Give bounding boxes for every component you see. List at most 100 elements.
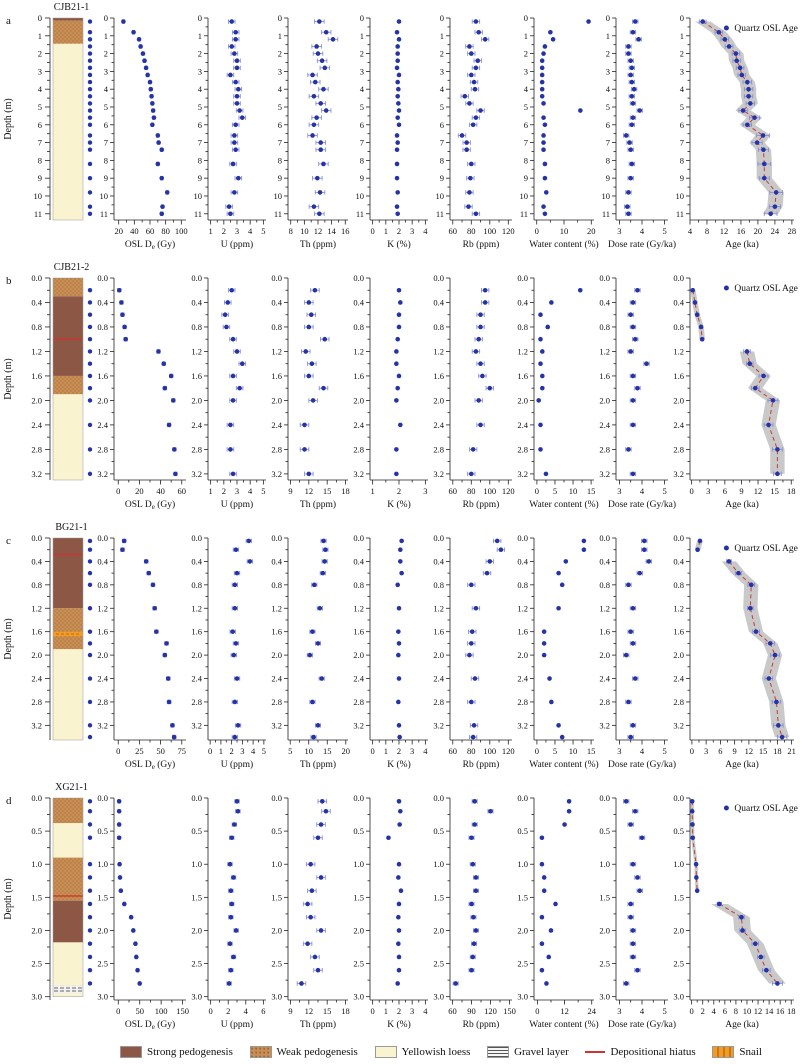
data-point xyxy=(636,37,641,42)
svg-text:11: 11 xyxy=(436,209,444,219)
legend-label: Yellowish loess xyxy=(401,1046,471,1058)
data-point xyxy=(161,361,167,366)
data-point xyxy=(581,547,587,553)
data-point xyxy=(228,447,233,452)
data-point xyxy=(310,398,316,403)
strat-layer-weak xyxy=(53,798,83,824)
svg-text:7: 7 xyxy=(680,138,684,148)
strat-layer-loess xyxy=(53,823,83,858)
sample-dot xyxy=(87,822,93,827)
svg-text:1.2: 1.2 xyxy=(97,603,108,613)
svg-text:9: 9 xyxy=(739,486,743,496)
data-point xyxy=(237,108,242,113)
age-envelope xyxy=(721,561,790,738)
svg-text:2.4: 2.4 xyxy=(97,420,108,430)
axis-label: Water content (%) xyxy=(529,759,598,770)
sample-dot xyxy=(87,723,93,728)
svg-text:1.2: 1.2 xyxy=(673,346,684,356)
data-point xyxy=(646,559,652,564)
svg-text:0: 0 xyxy=(209,1006,213,1016)
data-point xyxy=(317,211,322,217)
sample-depth-dots xyxy=(87,799,93,986)
svg-text:11: 11 xyxy=(194,209,202,219)
svg-text:60: 60 xyxy=(448,1006,457,1016)
data-point xyxy=(632,808,638,814)
data-point xyxy=(623,981,629,986)
svg-text:9: 9 xyxy=(360,173,364,183)
svg-text:0.0: 0.0 xyxy=(517,533,528,543)
svg-text:8: 8 xyxy=(606,155,610,165)
svg-text:1.0: 1.0 xyxy=(433,859,444,869)
svg-text:18: 18 xyxy=(773,746,782,756)
svg-text:4: 4 xyxy=(248,226,253,236)
data-point xyxy=(541,147,546,153)
data-point xyxy=(628,147,633,153)
data-point xyxy=(471,723,477,728)
svg-text:3.2: 3.2 xyxy=(97,720,108,730)
axis-label: Age (ka) xyxy=(725,1019,759,1030)
data-point xyxy=(468,699,474,705)
data-point xyxy=(232,822,237,827)
data-point xyxy=(635,967,640,973)
data-point xyxy=(228,914,234,920)
svg-text:0.0: 0.0 xyxy=(353,793,364,803)
svg-text:3: 3 xyxy=(617,226,621,236)
sample-depth-dots xyxy=(87,538,93,740)
data-point xyxy=(310,629,315,634)
svg-text:0: 0 xyxy=(371,1006,375,1016)
data-point xyxy=(396,287,402,293)
svg-text:6: 6 xyxy=(680,120,684,130)
svg-text:2.5: 2.5 xyxy=(433,959,444,969)
data-point xyxy=(311,204,317,209)
data-point xyxy=(699,336,705,342)
sample-dot xyxy=(87,538,93,544)
svg-text:2.0: 2.0 xyxy=(191,650,202,660)
svg-text:4: 4 xyxy=(38,84,43,94)
svg-text:0.8: 0.8 xyxy=(599,580,610,590)
data-point xyxy=(394,65,400,71)
data-point xyxy=(689,808,695,814)
data-point xyxy=(396,901,402,907)
svg-text:0.0: 0.0 xyxy=(97,793,108,803)
svg-text:2.5: 2.5 xyxy=(97,959,108,969)
data-point xyxy=(399,570,404,576)
data-point xyxy=(473,349,479,354)
svg-text:0: 0 xyxy=(535,1006,539,1016)
data-point xyxy=(690,822,695,827)
sample-dot xyxy=(87,94,93,99)
axis-label: U (ppm) xyxy=(221,499,253,510)
data-point xyxy=(549,699,554,705)
panel-letter: b xyxy=(6,275,12,287)
svg-text:2.8: 2.8 xyxy=(673,697,684,707)
sample-dot xyxy=(87,86,93,92)
data-point xyxy=(395,115,400,120)
svg-text:0.0: 0.0 xyxy=(673,793,684,803)
sample-dot xyxy=(87,676,93,681)
data-point xyxy=(228,211,233,217)
svg-text:1.5: 1.5 xyxy=(191,892,202,902)
data-point xyxy=(628,349,633,354)
data-point xyxy=(628,822,633,827)
axis-label: OSL De (Gy) xyxy=(125,1019,175,1031)
svg-text:12: 12 xyxy=(754,1006,763,1016)
svg-text:120: 120 xyxy=(484,1006,497,1016)
svg-text:3: 3 xyxy=(617,1006,621,1016)
data-point xyxy=(397,822,402,827)
svg-text:9: 9 xyxy=(733,746,737,756)
data-point xyxy=(396,799,402,804)
quartz-osl-age-legend-label: Quartz OSL Age xyxy=(734,804,798,814)
svg-text:4: 4 xyxy=(640,226,645,236)
data-point xyxy=(690,835,696,841)
svg-text:1: 1 xyxy=(104,31,108,41)
sample-dot xyxy=(87,190,93,195)
data-point xyxy=(482,287,488,293)
data-point xyxy=(396,312,402,318)
panel-letter: d xyxy=(6,795,12,807)
svg-text:1.5: 1.5 xyxy=(517,892,528,902)
svg-text:20: 20 xyxy=(114,226,123,236)
svg-text:2: 2 xyxy=(230,746,234,756)
quartz-osl-age-legend-label: Quartz OSL Age xyxy=(734,284,798,294)
svg-text:6: 6 xyxy=(261,1006,265,1016)
data-point xyxy=(623,799,629,804)
data-point xyxy=(746,86,751,92)
